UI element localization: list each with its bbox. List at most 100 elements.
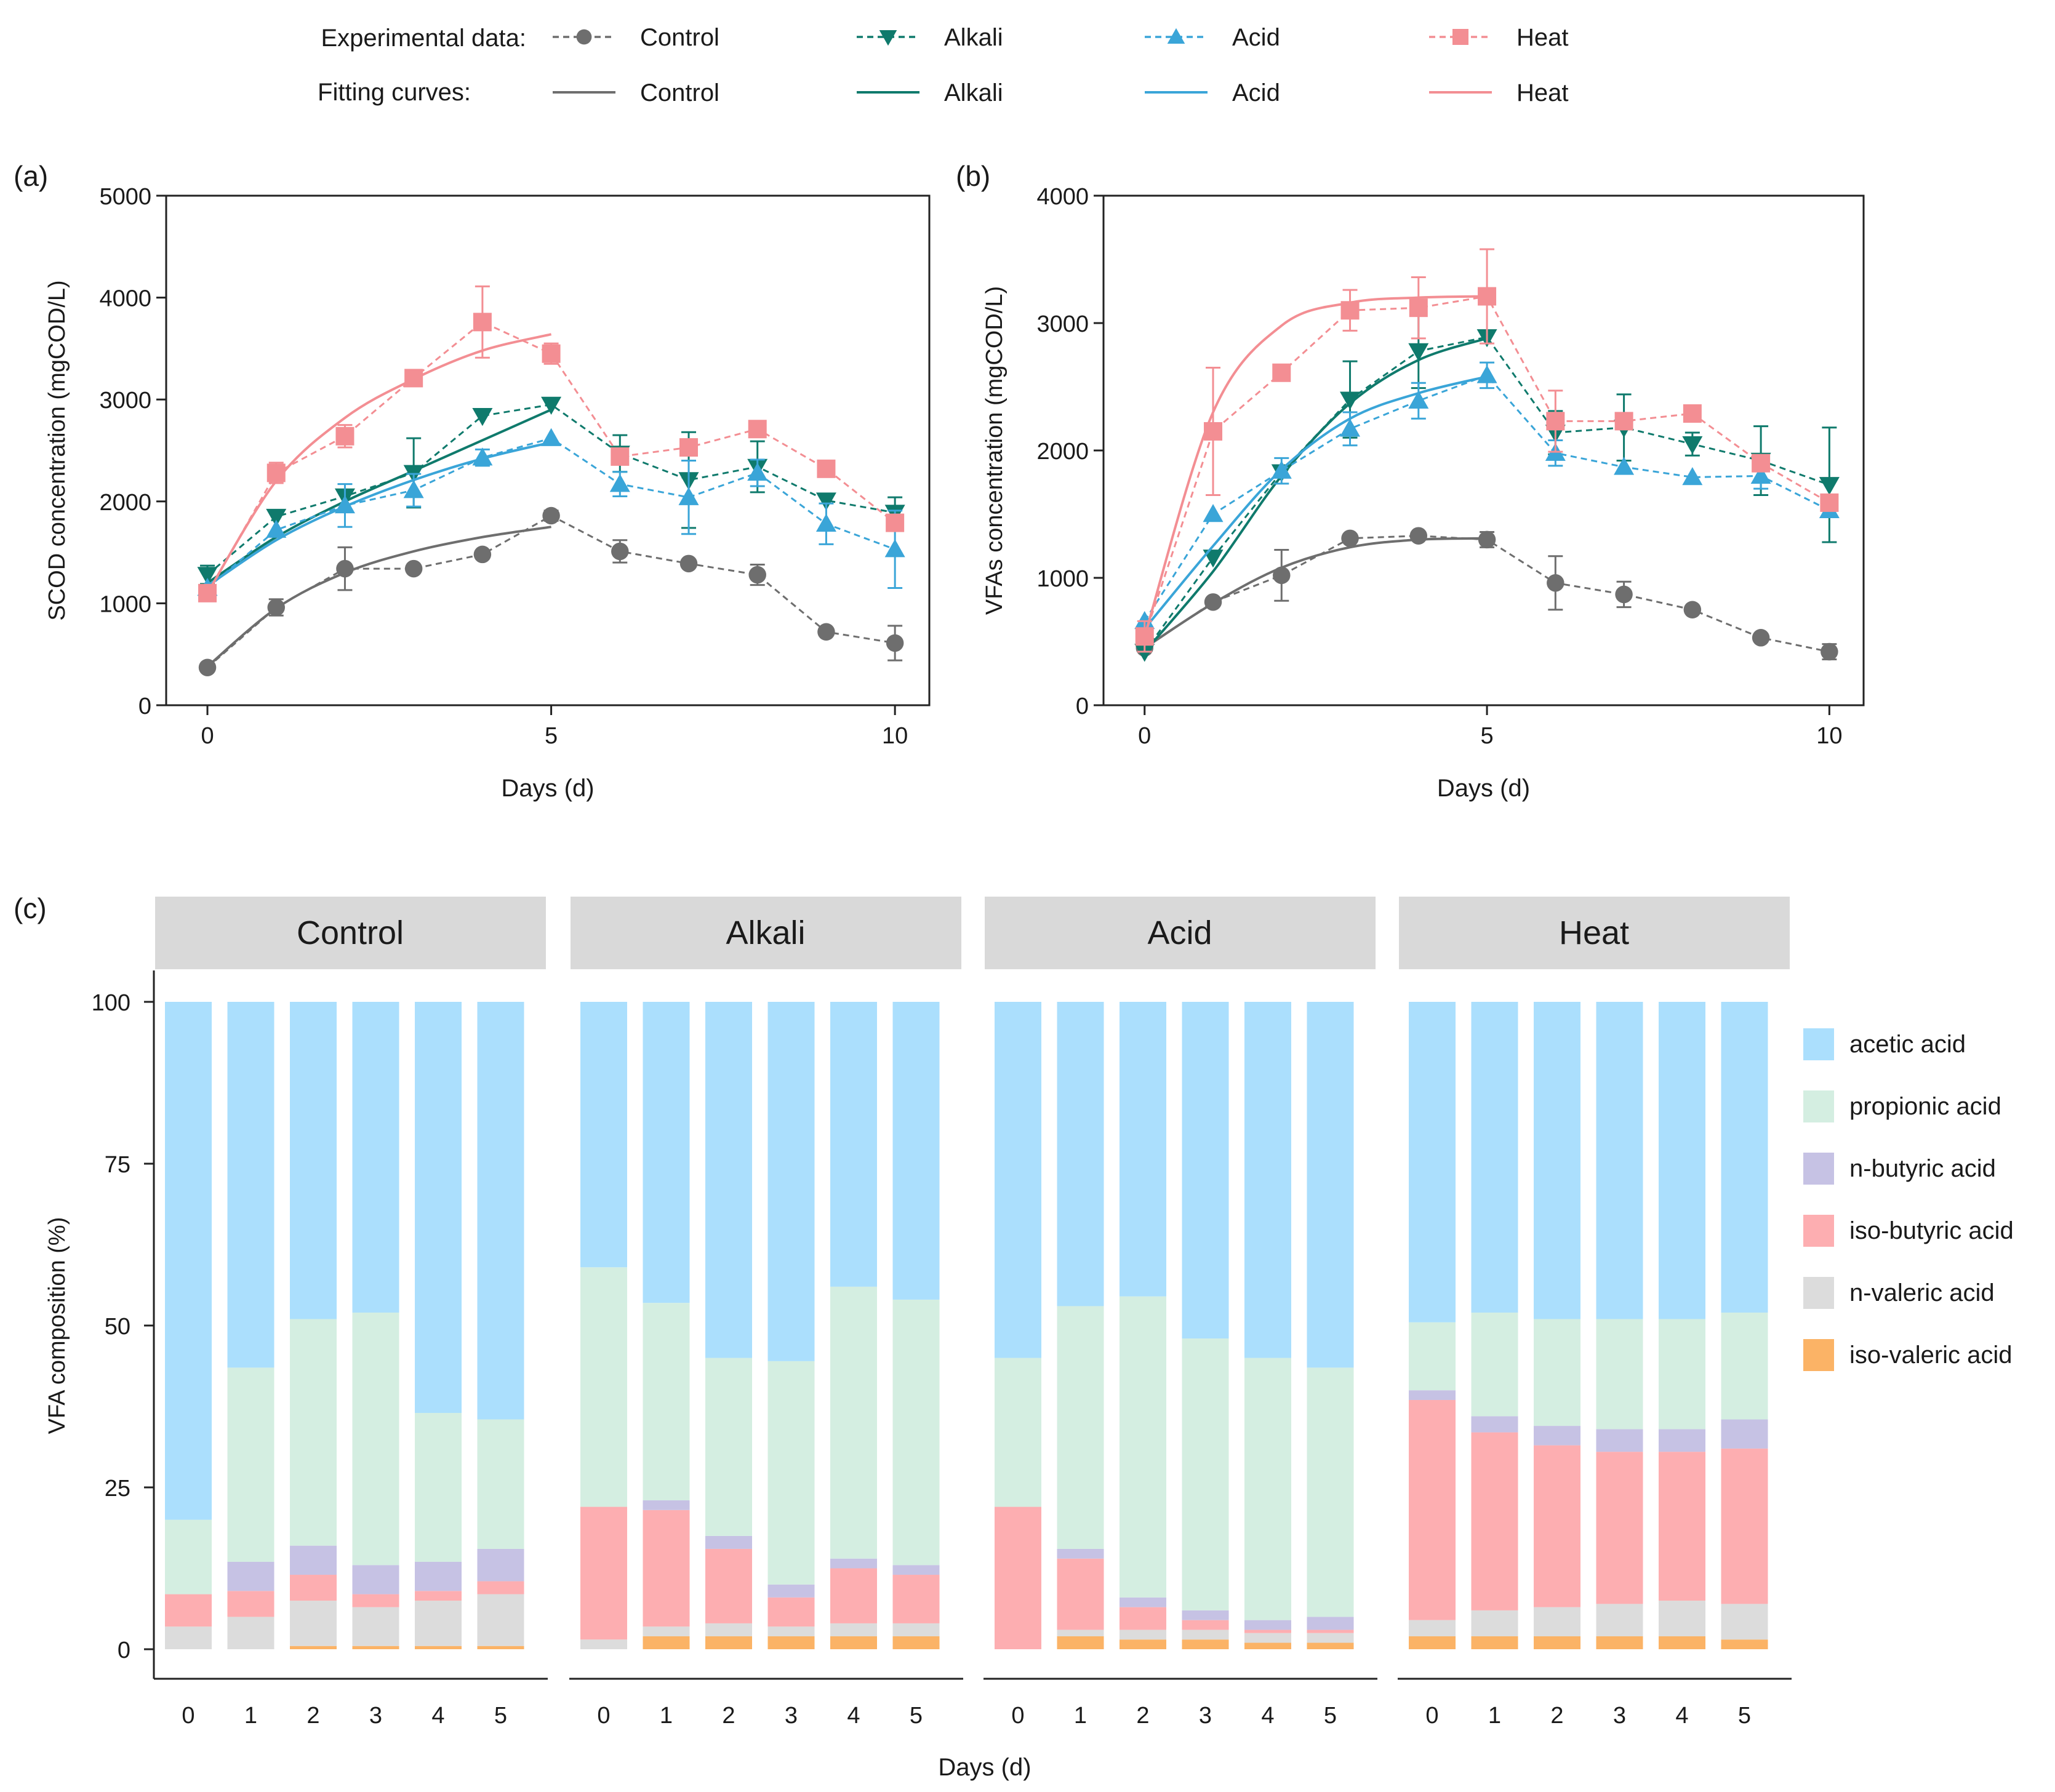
legend-marker-acid <box>1167 28 1185 44</box>
legend-text: n-butyric acid <box>1849 1155 1996 1182</box>
bar-segment-propionic-acid <box>767 1361 815 1585</box>
stacked-bar <box>1307 1002 1354 1649</box>
bar-group-alkali: Alkali 0 1 2 3 4 5 <box>569 897 963 1729</box>
legend-experimental-text: Alkali <box>944 24 1003 51</box>
bar-segment-iso-butyric-acid <box>705 1548 752 1623</box>
data-point-alkali <box>1134 644 1155 662</box>
bar-segment-iso-butyric-acid <box>1307 1630 1354 1633</box>
data-point-control <box>1341 529 1359 548</box>
y-tick-label: 100 <box>92 990 130 1016</box>
data-point-control <box>1615 585 1633 604</box>
x-tick-label: 0 <box>1425 1703 1438 1729</box>
bar-segment-n-valeric-acid <box>580 1639 627 1649</box>
stacked-bar <box>1659 1002 1705 1649</box>
panel-label: (a) <box>14 160 48 192</box>
data-point-alkali <box>1819 477 1840 495</box>
data-line-alkali <box>1144 336 1830 652</box>
bar-segment-iso-valeric-acid <box>767 1636 815 1649</box>
y-axis-label: VFAs concentration (mgCOD/L) <box>982 286 1007 615</box>
bar-segment-n-valeric-acid <box>705 1623 752 1636</box>
bar-segment-iso-butyric-acid <box>995 1506 1041 1649</box>
x-tick-label: 5 <box>494 1703 507 1729</box>
bar-segment-acetic-acid <box>165 1002 212 1520</box>
top-legend: Experimental data: Fitting curves: Control… <box>318 24 1568 106</box>
bar-segment-n-butyric-acid <box>227 1561 274 1591</box>
bar-segment-acetic-acid <box>1721 1002 1768 1313</box>
stacked-bar <box>1182 1002 1229 1649</box>
bar-segment-propionic-acid <box>1471 1312 1518 1417</box>
data-point-heat <box>1614 412 1633 431</box>
bar-segment-n-butyric-acid <box>1307 1617 1354 1630</box>
bar-segment-n-butyric-acid <box>705 1535 752 1549</box>
stacked-bar <box>1057 1002 1104 1649</box>
bar-segment-n-butyric-acid <box>1120 1597 1166 1607</box>
legend-experimental-text: Acid <box>1232 24 1280 51</box>
bar-segment-n-butyric-acid <box>1409 1390 1456 1400</box>
bar-segment-iso-valeric-acid <box>1721 1639 1768 1649</box>
series-acid <box>1134 361 1840 630</box>
legend-fit-text: Heat <box>1516 79 1569 106</box>
data-point-acid <box>747 462 768 481</box>
x-tick-label: 1 <box>244 1703 257 1729</box>
x-tick-label: 10 <box>882 723 908 749</box>
bar-segment-propionic-acid <box>1721 1312 1768 1420</box>
y-tick-label: 1000 <box>1036 566 1089 592</box>
y-tick-label: 2000 <box>1036 439 1089 465</box>
legend-entry-heat: Heat Heat <box>1429 24 1569 106</box>
data-point-acid <box>1134 610 1155 630</box>
bar-segment-acetic-acid <box>1659 1002 1705 1319</box>
data-point-heat <box>679 438 699 457</box>
bar-segment-acetic-acid <box>1307 1002 1354 1368</box>
stacked-bar <box>1534 1002 1580 1649</box>
x-tick-label: 0 <box>1011 1703 1024 1729</box>
bar-segment-iso-butyric-acid <box>227 1591 274 1617</box>
fit-curve-heat <box>206 333 552 594</box>
bar-segment-acetic-acid <box>1120 1002 1166 1297</box>
panel-b-vfa-chart: (b) 0 1000 2000 3000 4000 0 5 10 Days (d) VFAs con… <box>956 160 1865 802</box>
data-line-alkali <box>207 403 895 576</box>
bar-segment-iso-valeric-acid <box>705 1636 752 1649</box>
data-point-control <box>1273 566 1291 585</box>
bar-segment-n-valeric-acid <box>830 1623 877 1636</box>
y-tick-label: 3000 <box>99 388 151 414</box>
bar-segment-propionic-acid <box>705 1358 752 1536</box>
fit-curve-acid <box>206 441 552 587</box>
x-tick-label: 1 <box>1488 1703 1501 1729</box>
bar-segment-iso-butyric-acid <box>352 1594 399 1607</box>
legend-experimental-text: Control <box>640 24 719 51</box>
data-point-acid <box>266 519 287 538</box>
bar-segment-propionic-acid <box>1534 1319 1580 1426</box>
bar-segment-acetic-acid <box>477 1002 524 1420</box>
data-point-heat <box>1820 493 1839 512</box>
data-point-heat <box>335 426 355 446</box>
bar-segment-iso-valeric-acid <box>352 1646 399 1649</box>
bar-segment-propionic-acid <box>1596 1319 1643 1430</box>
panel-label: (c) <box>14 892 47 924</box>
x-tick-label: 4 <box>431 1703 444 1729</box>
data-point-heat <box>1204 422 1223 441</box>
x-tick-label: 3 <box>785 1703 798 1729</box>
series-control <box>198 506 904 676</box>
stacked-bar <box>830 1002 877 1649</box>
bar-segment-n-butyric-acid <box>415 1561 462 1591</box>
x-tick-label: 5 <box>1738 1703 1751 1729</box>
series-heat <box>1135 248 1839 653</box>
data-point-control <box>1752 629 1770 647</box>
bar-segment-propionic-acid <box>892 1299 940 1566</box>
x-tick-label: 5 <box>910 1703 923 1729</box>
x-tick-label: 4 <box>1261 1703 1274 1729</box>
x-tick-label: 3 <box>1199 1703 1212 1729</box>
data-line-control <box>1144 535 1830 653</box>
stacked-bar <box>477 1002 524 1649</box>
bar-segment-iso-valeric-acid <box>477 1646 524 1649</box>
x-tick-label: 4 <box>847 1703 860 1729</box>
bar-segment-acetic-acid <box>1182 1002 1229 1339</box>
data-point-control <box>611 542 629 561</box>
bar-segment-n-valeric-acid <box>290 1601 337 1646</box>
bar-segment-propionic-acid <box>1409 1322 1456 1391</box>
bar-segment-iso-butyric-acid <box>643 1510 690 1627</box>
bar-segment-iso-valeric-acid <box>290 1646 337 1649</box>
bar-segment-iso-butyric-acid <box>892 1575 940 1623</box>
data-point-control <box>1821 642 1838 661</box>
stacked-bar <box>1721 1002 1768 1649</box>
